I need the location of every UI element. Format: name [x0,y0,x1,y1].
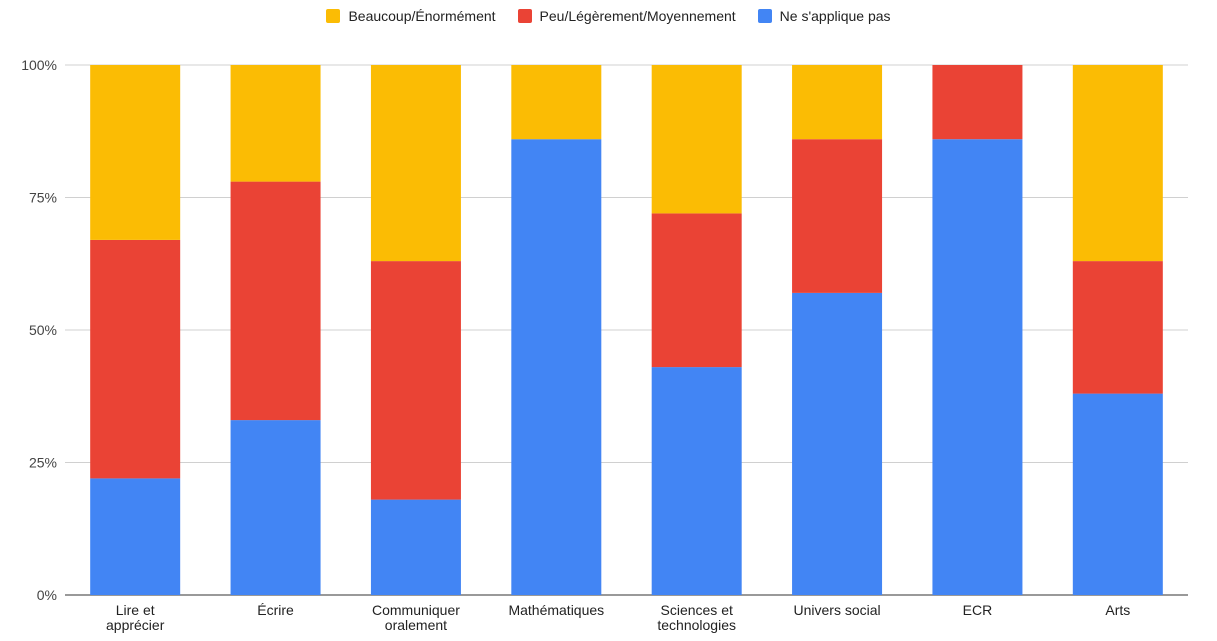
legend-label: Peu/Légèrement/Moyennement [539,8,736,24]
x-tick-label: Lire et apprécier [106,602,165,633]
legend-item: Ne s'applique pas [757,8,891,24]
bar-segment [651,213,742,368]
legend-swatch [517,9,532,23]
x-tick-label: Écrire [257,602,294,618]
y-tick-label: 50% [29,322,57,338]
bar-segment [230,420,321,595]
bar-segment [932,65,1023,140]
legend-item: Beaucoup/Énormément [326,8,496,24]
bar-segment [792,65,883,140]
bar-segment [651,367,742,595]
legend-item: Peu/Légèrement/Moyennement [517,8,736,24]
bar-segment [651,65,742,214]
bar-segment [792,139,883,293]
bar-segment [230,181,321,421]
legend-swatch [326,9,341,23]
y-tick-label: 75% [29,190,57,206]
x-tick-label: Communiquer oralement [372,602,460,633]
x-tick-label: ECR [963,602,993,618]
bar-segment [370,65,461,262]
bar-segment [90,478,181,595]
legend-label: Beaucoup/Énormément [348,8,496,24]
bar-segment [511,65,602,140]
bar-segment [1072,65,1163,262]
bar-segment [1072,261,1163,394]
y-tick-label: 0% [37,587,57,603]
x-tick-label: Sciences et technologies [657,602,736,633]
bar-segment [90,239,181,479]
bar-segment [1072,393,1163,595]
legend-label: Ne s'applique pas [779,8,891,24]
legend: Beaucoup/Énormément Peu/Légèrement/Moyenn… [0,8,1217,24]
x-tick-label: Mathématiques [508,602,604,618]
y-tick-label: 25% [29,455,57,471]
x-tick-label: Univers social [793,602,880,618]
bar-segment [932,139,1023,595]
bar-segment [230,65,321,182]
bar-segment [370,499,461,595]
bar-segment [511,139,602,595]
legend-swatch [757,9,772,23]
bar-segment [792,292,883,595]
y-tick-label: 100% [21,57,57,73]
x-tick-label: Arts [1105,602,1130,618]
bar-segment [90,65,181,240]
bar-segment [370,261,461,500]
